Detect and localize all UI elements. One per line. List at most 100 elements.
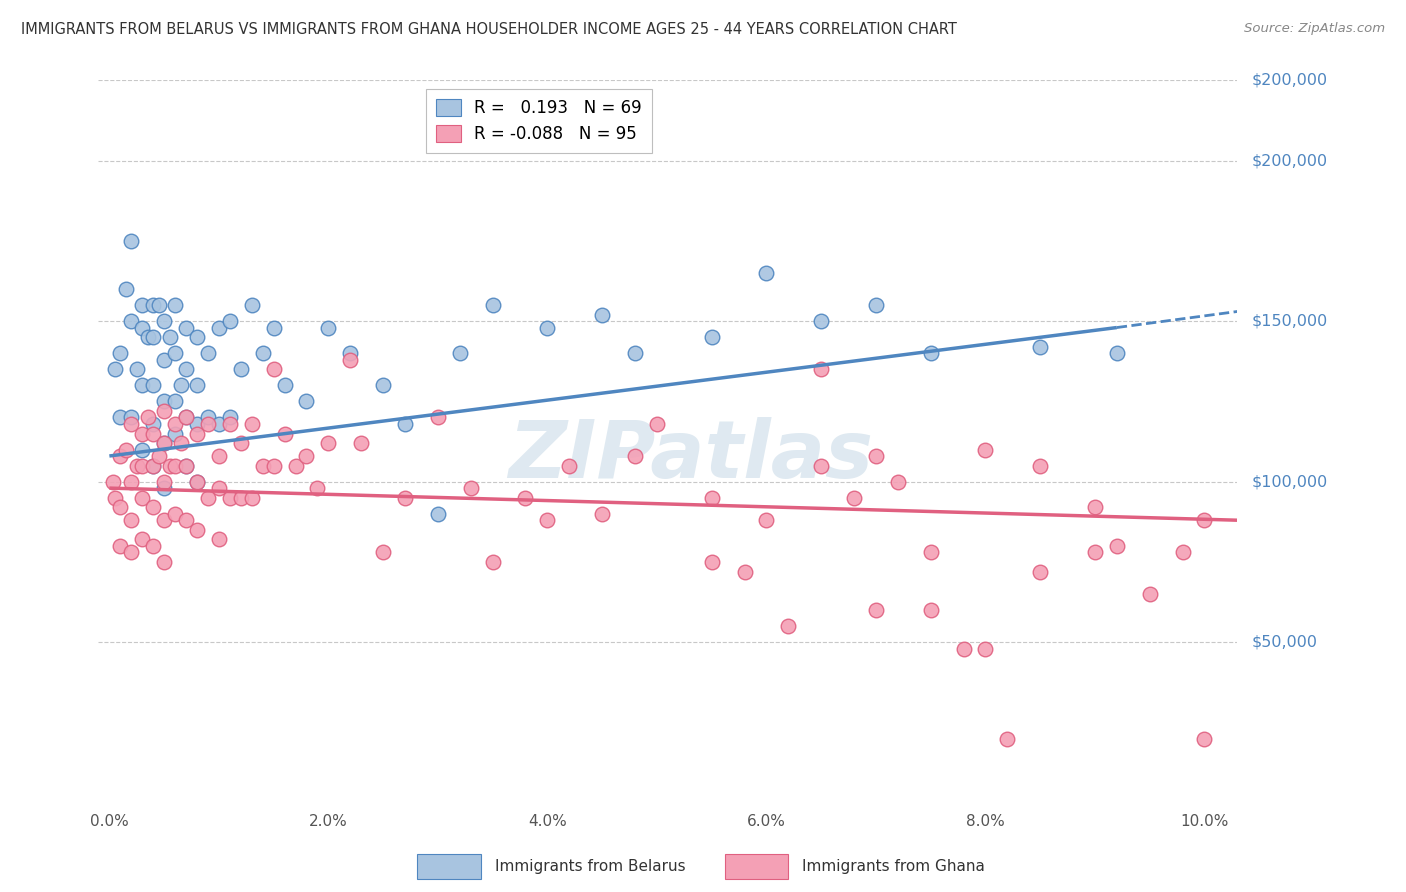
- Point: [449, 346, 471, 360]
- Point: [142, 458, 165, 473]
- Point: [120, 410, 142, 425]
- Text: $100,000: $100,000: [1251, 475, 1327, 489]
- Text: $150,000: $150,000: [1251, 314, 1327, 328]
- Text: Immigrants from Ghana: Immigrants from Ghana: [803, 859, 986, 873]
- Point: [1194, 513, 1216, 527]
- Point: [558, 458, 581, 473]
- Point: [120, 234, 142, 248]
- Point: [700, 330, 723, 344]
- Point: [700, 491, 723, 505]
- Point: [350, 436, 373, 450]
- Point: [131, 442, 153, 457]
- Point: [142, 458, 165, 473]
- Point: [159, 330, 181, 344]
- Point: [295, 449, 318, 463]
- Point: [810, 458, 832, 473]
- Point: [153, 394, 176, 409]
- Point: [208, 533, 231, 547]
- Point: [148, 449, 170, 463]
- Point: [974, 442, 997, 457]
- Point: [240, 298, 263, 312]
- Point: [165, 394, 187, 409]
- Point: [624, 346, 647, 360]
- Point: [110, 346, 132, 360]
- Point: [700, 555, 723, 569]
- Point: [142, 298, 165, 312]
- Point: [142, 500, 165, 515]
- Point: [153, 513, 176, 527]
- Text: Source: ZipAtlas.com: Source: ZipAtlas.com: [1244, 22, 1385, 36]
- Point: [1084, 500, 1107, 515]
- Point: [136, 410, 159, 425]
- Point: [186, 475, 208, 489]
- Point: [394, 417, 416, 431]
- Point: [218, 491, 240, 505]
- Point: [104, 491, 127, 505]
- Point: [114, 282, 136, 296]
- Point: [263, 458, 285, 473]
- Text: IMMIGRANTS FROM BELARUS VS IMMIGRANTS FROM GHANA HOUSEHOLDER INCOME AGES 25 - 44: IMMIGRANTS FROM BELARUS VS IMMIGRANTS FR…: [21, 22, 957, 37]
- Point: [208, 417, 231, 431]
- Point: [1084, 545, 1107, 559]
- Point: [778, 619, 800, 633]
- Point: [142, 378, 165, 392]
- Point: [131, 491, 153, 505]
- Point: [339, 346, 361, 360]
- Point: [307, 481, 329, 495]
- Point: [460, 481, 482, 495]
- Point: [110, 410, 132, 425]
- Text: Immigrants from Belarus: Immigrants from Belarus: [495, 859, 685, 873]
- Point: [318, 320, 340, 334]
- Point: [515, 491, 537, 505]
- Point: [1194, 731, 1216, 746]
- Point: [284, 458, 307, 473]
- Point: [131, 298, 153, 312]
- Point: [165, 458, 187, 473]
- Point: [536, 320, 558, 334]
- Point: [920, 545, 942, 559]
- Point: [131, 426, 153, 441]
- Point: [273, 426, 295, 441]
- Point: [110, 449, 132, 463]
- Point: [481, 298, 503, 312]
- Point: [208, 320, 231, 334]
- Point: [186, 417, 208, 431]
- Point: [186, 523, 208, 537]
- Point: [120, 475, 142, 489]
- Point: [142, 330, 165, 344]
- Point: [186, 378, 208, 392]
- Point: [131, 378, 153, 392]
- Point: [263, 362, 285, 376]
- Point: [165, 417, 187, 431]
- Point: [159, 458, 181, 473]
- Point: [174, 320, 197, 334]
- Point: [229, 436, 252, 450]
- Point: [810, 314, 832, 328]
- Point: [952, 641, 974, 656]
- Point: [131, 458, 153, 473]
- Point: [174, 458, 197, 473]
- Point: [218, 417, 240, 431]
- Point: [153, 481, 176, 495]
- Point: [252, 346, 274, 360]
- Point: [153, 352, 176, 367]
- Point: [153, 475, 176, 489]
- Point: [920, 603, 942, 617]
- Point: [136, 330, 159, 344]
- Point: [842, 491, 865, 505]
- Point: [120, 314, 142, 328]
- Point: [318, 436, 340, 450]
- Point: [186, 475, 208, 489]
- Point: [165, 298, 187, 312]
- Text: $200,000: $200,000: [1251, 153, 1327, 168]
- Point: [887, 475, 910, 489]
- Point: [624, 449, 647, 463]
- Point: [865, 298, 887, 312]
- Point: [645, 417, 668, 431]
- Point: [125, 362, 148, 376]
- Point: [208, 481, 231, 495]
- Point: [120, 417, 142, 431]
- Point: [371, 378, 394, 392]
- Point: [426, 507, 449, 521]
- Point: [101, 475, 124, 489]
